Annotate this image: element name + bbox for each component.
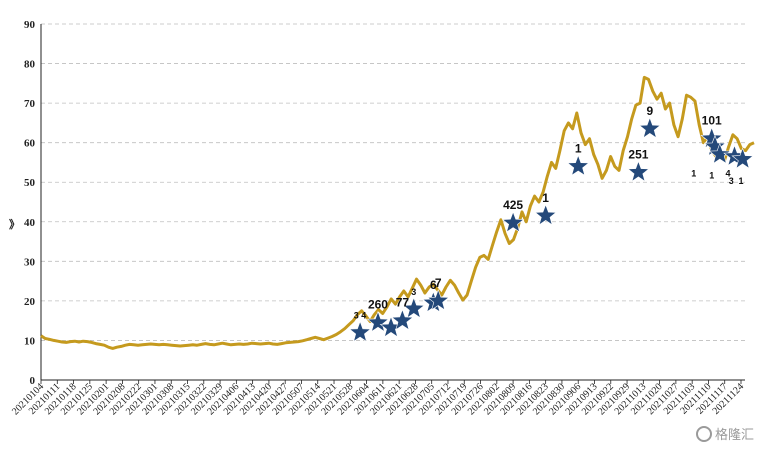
marker-label: 1 bbox=[738, 176, 743, 186]
marker-label: 4 bbox=[725, 168, 730, 178]
y-tick-label: 70 bbox=[24, 98, 36, 110]
star-marker bbox=[501, 211, 525, 233]
y-tick-label: 30 bbox=[24, 256, 36, 268]
star-marker bbox=[731, 147, 754, 169]
marker-label: 6 bbox=[430, 278, 437, 292]
marker-label: 7 bbox=[435, 276, 442, 290]
star-marker bbox=[426, 289, 450, 311]
marker-label: 251 bbox=[628, 147, 648, 161]
marker-label: 3 bbox=[729, 176, 734, 186]
x-axis: 2021010420210111202101182021012520210201… bbox=[10, 379, 746, 417]
marker-label: 260 bbox=[368, 298, 388, 312]
watermark: 格隆汇 bbox=[695, 424, 754, 443]
y-tick-label: 50 bbox=[24, 177, 36, 189]
star-marker bbox=[402, 296, 426, 319]
marker-label: 9 bbox=[646, 104, 653, 118]
star-marker bbox=[366, 310, 390, 333]
y-tick-label: 20 bbox=[24, 296, 36, 308]
y-tick-label: 10 bbox=[24, 335, 36, 347]
star-marker bbox=[627, 160, 650, 182]
grid-lines bbox=[41, 23, 745, 341]
star-marker bbox=[566, 154, 590, 176]
marker-label: 3 4 bbox=[354, 311, 367, 321]
star-marker bbox=[638, 116, 662, 139]
watermark-text: 格隆汇 bbox=[714, 428, 754, 443]
marker-label: 3 bbox=[411, 287, 416, 297]
marker-label: 1 bbox=[575, 141, 582, 155]
y-tick-label: 60 bbox=[24, 138, 36, 150]
price-line bbox=[40, 75, 755, 350]
star-marker bbox=[534, 203, 557, 226]
star-marker bbox=[391, 308, 414, 331]
marker-label: 101 bbox=[702, 114, 722, 128]
marker-label: 425 bbox=[503, 198, 523, 212]
marker-label: 1 bbox=[542, 191, 549, 205]
y-axis-side-label: 》 bbox=[9, 218, 20, 231]
y-tick-label: 90 bbox=[24, 19, 36, 31]
event-markers bbox=[348, 116, 754, 343]
watermark-logo-icon bbox=[695, 425, 712, 442]
y-tick-label: 80 bbox=[24, 59, 36, 71]
y-tick-label: 0 bbox=[30, 375, 36, 387]
y-axis: 0 10 20 30 40 50 60 70 80 90 bbox=[24, 19, 42, 387]
marker-label: 77 bbox=[396, 296, 410, 310]
y-tick-label: 40 bbox=[24, 217, 36, 229]
star-marker bbox=[708, 142, 732, 165]
marker-label: 1 bbox=[709, 170, 714, 180]
star-marker bbox=[348, 320, 372, 343]
marker-label: 1 bbox=[691, 168, 696, 178]
